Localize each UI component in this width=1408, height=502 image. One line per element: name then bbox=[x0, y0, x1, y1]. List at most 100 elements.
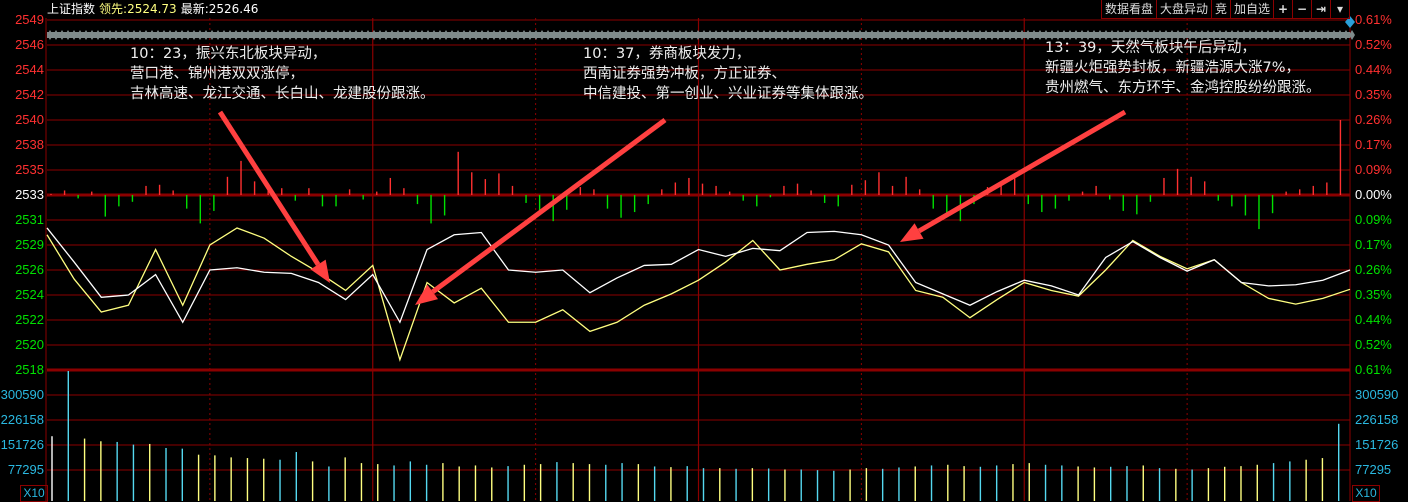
scroll-band-diamond bbox=[1325, 30, 1331, 40]
scroll-band-diamond bbox=[281, 30, 287, 40]
scroll-band-diamond bbox=[701, 30, 707, 40]
market-alert-button[interactable]: 大盘异动 bbox=[1157, 0, 1212, 18]
arrow-head-icon bbox=[310, 259, 330, 283]
scroll-band-diamond bbox=[1265, 30, 1271, 40]
scroll-band-diamond bbox=[1175, 30, 1181, 40]
scroll-band-diamond bbox=[443, 30, 449, 40]
scroll-band-diamond bbox=[911, 30, 917, 40]
scroll-band-diamond bbox=[1295, 30, 1301, 40]
scroll-band-diamond bbox=[1019, 30, 1025, 40]
annotation-1: 10：23，振兴东北板块异动， 营口港、锦州港双双涨停， 吉林高速、龙江交通、长… bbox=[130, 44, 435, 104]
scroll-band-diamond bbox=[545, 30, 551, 40]
scroll-band-diamond bbox=[1097, 30, 1103, 40]
scroll-band-diamond bbox=[551, 30, 557, 40]
annotation-3: 13：39，天然气板块午后异动， 新疆火炬强势封板，新疆浩源大涨7%， 贵州燃气… bbox=[1045, 38, 1321, 98]
scroll-band-diamond bbox=[179, 30, 185, 40]
scroll-band-diamond bbox=[971, 30, 977, 40]
scroll-band-diamond bbox=[737, 30, 743, 40]
scroll-band-diamond bbox=[467, 30, 473, 40]
scroll-band-diamond bbox=[1127, 30, 1133, 40]
scroll-band-diamond bbox=[1337, 30, 1343, 40]
add-watchlist-button[interactable]: 加自选 bbox=[1231, 0, 1274, 18]
scroll-band-diamond bbox=[815, 30, 821, 40]
annotation-line: 新疆火炬强势封板，新疆浩源大涨7%， bbox=[1045, 60, 1301, 76]
scroll-band-diamond bbox=[101, 30, 107, 40]
scroll-band-diamond bbox=[851, 30, 857, 40]
scroll-band-diamond bbox=[185, 30, 191, 40]
scroll-band-diamond bbox=[1289, 30, 1295, 40]
scroll-band-diamond bbox=[377, 30, 383, 40]
bid-button[interactable]: 竞 bbox=[1212, 0, 1231, 18]
scroll-band-diamond bbox=[77, 30, 83, 40]
scroll-band-diamond bbox=[521, 30, 527, 40]
zoom-out-icon[interactable]: − bbox=[1293, 0, 1312, 18]
price-tick-left: 2518 bbox=[15, 362, 44, 377]
data-view-button[interactable]: 数据看盘 bbox=[1102, 0, 1157, 18]
chart-header: 上证指数 领先:2524.73 最新:2526.46 bbox=[47, 0, 262, 18]
percent-tick-right: 0.35% bbox=[1355, 287, 1392, 302]
scroll-band-diamond bbox=[1301, 30, 1307, 40]
scroll-band-diamond bbox=[575, 30, 581, 40]
scroll-band-diamond bbox=[305, 30, 311, 40]
scroll-band-diamond bbox=[599, 30, 605, 40]
scroll-band-diamond bbox=[341, 30, 347, 40]
annotation-arrow bbox=[431, 117, 667, 294]
scroll-band-diamond bbox=[665, 30, 671, 40]
scroll-band-diamond bbox=[821, 30, 827, 40]
price-tick-left: 2524 bbox=[15, 287, 44, 302]
price-tick-left: 2531 bbox=[15, 212, 44, 227]
scroll-band-diamond bbox=[1157, 30, 1163, 40]
scroll-band-diamond bbox=[407, 30, 413, 40]
scroll-band-diamond bbox=[1343, 30, 1349, 40]
scroll-band-diamond bbox=[653, 30, 659, 40]
toolbar: 数据看盘 大盘异动 竞 加自选 + − ⇥ ▾ bbox=[1100, 0, 1350, 19]
scroll-band-diamond bbox=[401, 30, 407, 40]
scroll-band-diamond bbox=[1283, 30, 1289, 40]
scroll-band-diamond bbox=[287, 30, 293, 40]
scroll-band-diamond bbox=[1151, 30, 1157, 40]
scroll-band-diamond bbox=[275, 30, 281, 40]
scroll-band-diamond bbox=[773, 30, 779, 40]
scroll-band-diamond bbox=[611, 30, 617, 40]
scroll-band-diamond bbox=[1001, 30, 1007, 40]
scroll-band-diamond bbox=[863, 30, 869, 40]
scroll-band-diamond bbox=[749, 30, 755, 40]
scroll-band-diamond bbox=[527, 30, 533, 40]
dropdown-icon[interactable]: ▾ bbox=[1331, 0, 1350, 18]
scroll-band-diamond bbox=[731, 30, 737, 40]
scroll-band-diamond bbox=[1349, 30, 1355, 40]
scroll-band-diamond bbox=[1091, 30, 1097, 40]
percent-tick-right: 0.09% bbox=[1355, 162, 1392, 177]
scroll-band-diamond bbox=[95, 30, 101, 40]
scroll-band-diamond bbox=[1277, 30, 1283, 40]
zoom-in-icon[interactable]: + bbox=[1274, 0, 1293, 18]
scroll-band-diamond bbox=[533, 30, 539, 40]
scroll-band-diamond bbox=[647, 30, 653, 40]
goto-end-icon[interactable]: ⇥ bbox=[1312, 0, 1331, 18]
scroll-band-diamond bbox=[1109, 30, 1115, 40]
scroll-band-diamond bbox=[869, 30, 875, 40]
scroll-band-diamond bbox=[503, 30, 509, 40]
scroll-band-diamond bbox=[677, 30, 683, 40]
scroll-band-diamond bbox=[173, 30, 179, 40]
scroll-band-diamond bbox=[449, 30, 455, 40]
scroll-band-diamond bbox=[1187, 30, 1193, 40]
scroll-band-diamond bbox=[827, 30, 833, 40]
volume-tick-left: 77295 bbox=[7, 462, 44, 477]
scroll-band-diamond bbox=[257, 30, 263, 40]
scroll-band-diamond bbox=[635, 30, 641, 40]
scroll-band-diamond bbox=[797, 30, 803, 40]
scroll-band-diamond bbox=[347, 30, 353, 40]
scroll-band-diamond bbox=[383, 30, 389, 40]
arrow-head-icon bbox=[900, 223, 924, 242]
annotation-arrow bbox=[917, 109, 1127, 234]
price-tick-left: 2542 bbox=[15, 87, 44, 102]
scroll-band-diamond bbox=[641, 30, 647, 40]
annotation-line: 中信建投、第一创业、兴业证券等集体跟涨。 bbox=[583, 86, 873, 102]
scroll-band-diamond bbox=[623, 30, 629, 40]
scroll-band-diamond bbox=[1061, 30, 1067, 40]
percent-tick-right: 0.26% bbox=[1355, 262, 1392, 277]
scroll-band-diamond bbox=[743, 30, 749, 40]
scroll-band-diamond bbox=[1223, 30, 1229, 40]
scroll-band-diamond bbox=[947, 30, 953, 40]
